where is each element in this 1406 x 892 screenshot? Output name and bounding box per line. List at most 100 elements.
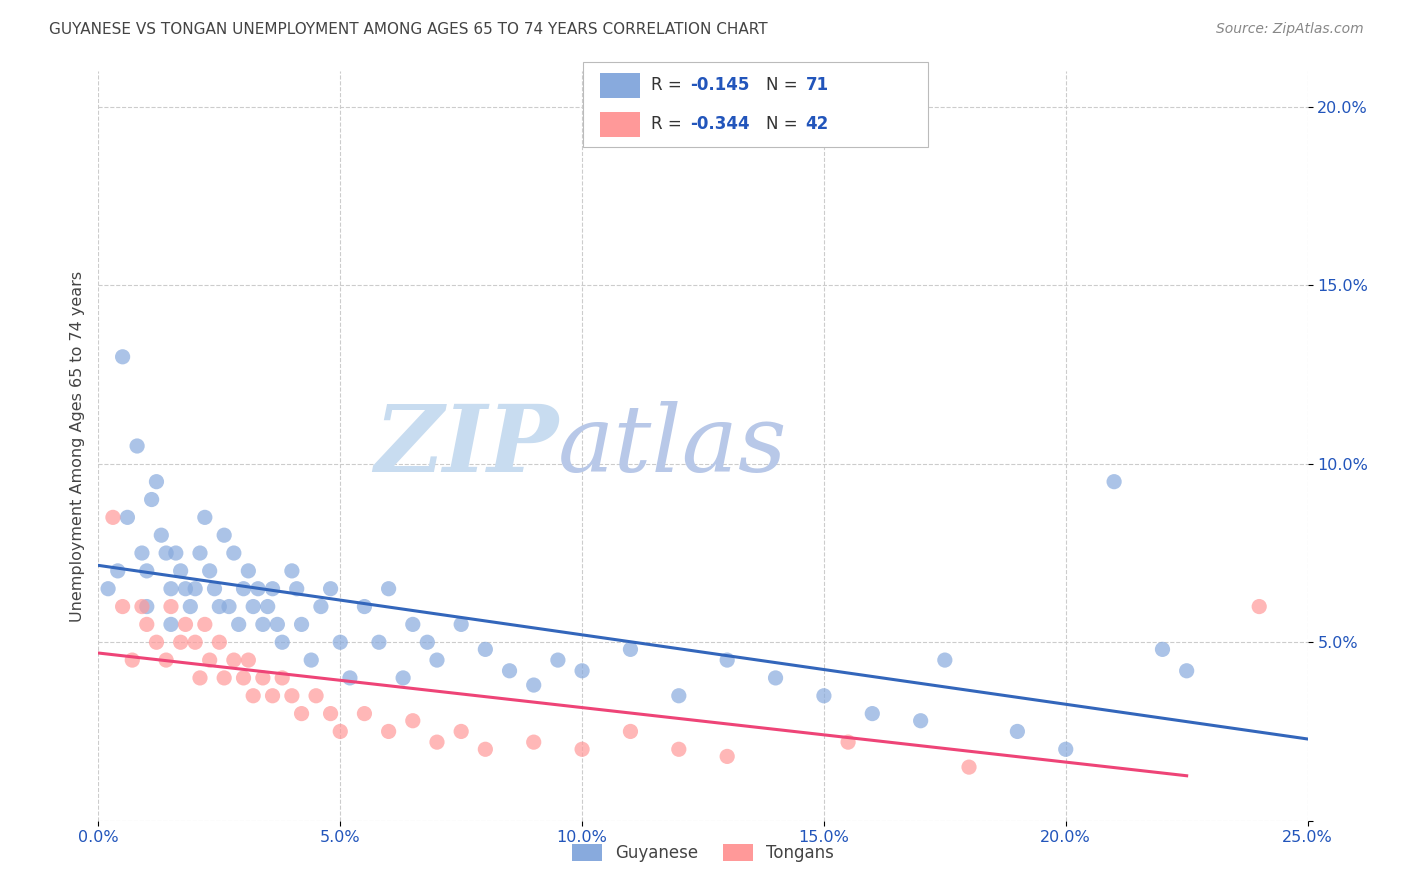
Point [353,706,375,721]
Point [910,714,932,728]
Point [242,689,264,703]
Point [208,635,231,649]
Point [290,617,312,632]
Point [619,724,641,739]
Point [169,635,191,649]
Legend: Guyanese, Tongans: Guyanese, Tongans [565,837,841,869]
Point [232,582,254,596]
Point [121,653,143,667]
Point [305,689,328,703]
Point [547,653,569,667]
Point [299,653,322,667]
Point [571,742,593,756]
Point [242,599,264,614]
Point [97,582,120,596]
Point [285,582,308,596]
Point [619,642,641,657]
Point [107,564,129,578]
Point [281,564,304,578]
Point [498,664,520,678]
Point [238,653,260,667]
Point [160,599,183,614]
Point [155,653,177,667]
Point [262,689,284,703]
Point [392,671,415,685]
Point [169,564,191,578]
Point [266,617,288,632]
Y-axis label: Unemployment Among Ages 65 to 74 years: Unemployment Among Ages 65 to 74 years [69,270,84,622]
Point [319,706,342,721]
Point [150,528,173,542]
Point [131,599,153,614]
Point [179,599,201,614]
Point [353,599,375,614]
Point [194,510,217,524]
Point [813,689,835,703]
Point [957,760,980,774]
Point [232,671,254,685]
Point [111,599,134,614]
Point [204,582,226,596]
Point [523,735,546,749]
Point [329,724,352,739]
Point [1152,642,1174,657]
Point [474,642,496,657]
Point [218,599,240,614]
Text: N =: N = [766,115,803,133]
Text: N =: N = [766,77,803,95]
Point [155,546,177,560]
Point [194,617,217,632]
Point [135,617,157,632]
Point [1102,475,1125,489]
Point [668,689,690,703]
Point [145,475,167,489]
Point [402,714,425,728]
Text: 42: 42 [806,115,830,133]
Point [416,635,439,649]
Point [208,599,231,614]
Point [131,546,153,560]
Point [145,635,167,649]
Point [290,706,312,721]
Point [228,617,250,632]
Point [1007,724,1029,739]
Text: R =: R = [651,115,688,133]
Point [135,599,157,614]
Point [262,582,284,596]
Point [450,617,472,632]
Point [222,546,245,560]
Point [474,742,496,756]
Point [184,582,207,596]
Point [426,653,449,667]
Point [111,350,134,364]
Point [222,653,245,667]
Point [426,735,449,749]
Point [141,492,163,507]
Point [252,617,274,632]
Point [281,689,304,703]
Point [860,706,883,721]
Point [174,617,197,632]
Point [329,635,352,649]
Point [1249,599,1271,614]
Point [319,582,342,596]
Point [252,671,274,685]
Text: ZIP: ZIP [374,401,558,491]
Point [127,439,149,453]
Point [1175,664,1198,678]
Text: atlas: atlas [558,401,787,491]
Point [309,599,332,614]
Point [716,653,738,667]
Point [198,564,221,578]
Point [765,671,787,685]
Point [339,671,361,685]
Point [402,617,425,632]
Point [212,671,235,685]
Point [198,653,221,667]
Point [117,510,139,524]
Point [184,635,207,649]
Point [256,599,278,614]
Point [934,653,956,667]
Point [571,664,593,678]
Point [188,671,211,685]
